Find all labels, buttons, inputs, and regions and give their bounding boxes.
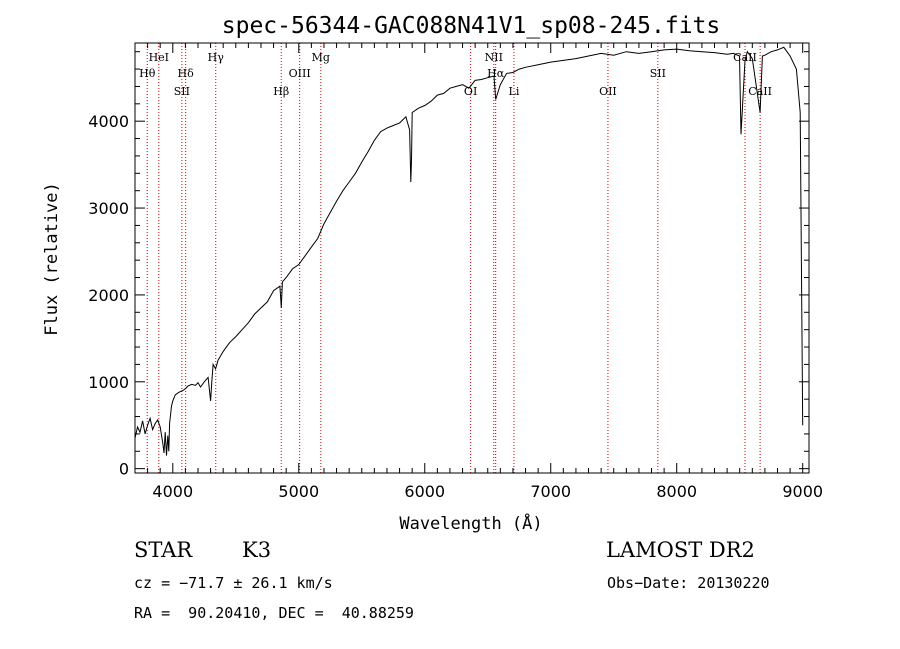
object-class: STAR	[134, 538, 193, 562]
y-tick-label: 4000	[88, 112, 129, 131]
object-subclass: K3	[242, 538, 272, 562]
spectral-line-label: OI	[464, 85, 477, 98]
coordinates-text: RA = 90.20410, DEC = 40.88259	[134, 604, 414, 622]
spectral-line-label: SII	[650, 67, 666, 80]
spectral-line-label: Hθ	[139, 67, 156, 80]
spectral-line-label: Hβ	[273, 85, 289, 98]
spectral-line-label: CaII	[733, 51, 757, 64]
y-axis-label: Flux (relative)	[42, 182, 62, 336]
observation-date: Obs−Date: 20130220	[607, 574, 770, 592]
x-tick-label: 6000	[404, 482, 445, 501]
x-tick-label: 7000	[530, 482, 571, 501]
x-tick-label: 8000	[656, 482, 697, 501]
spectrum-line	[134, 46, 804, 456]
x-tick-label: 5000	[278, 482, 319, 501]
spectral-line-label: HeI	[149, 51, 169, 64]
y-tick-label: 2000	[88, 286, 129, 305]
spectral-line-label: Mg	[312, 51, 330, 64]
spectral-line-label: Li	[509, 85, 520, 98]
spectral-line-label: OIII	[289, 67, 311, 80]
x-axis-label: Wavelength (Å)	[399, 512, 542, 534]
x-tick-label: 4000	[152, 482, 193, 501]
spectral-line-label: NII	[485, 51, 503, 64]
y-tick-label: 1000	[88, 373, 129, 392]
spectral-line-label: Hα	[487, 67, 505, 80]
spectral-line-label: SII	[174, 85, 190, 98]
plot-frame	[134, 42, 810, 474]
y-tick-label: 0	[119, 460, 129, 479]
spectral-line-label: Hδ	[178, 67, 195, 80]
spectral-line-label: CaII	[748, 85, 772, 98]
survey-name: LAMOST DR2	[606, 538, 755, 562]
spectral-line-label: OII	[599, 85, 617, 98]
spectral-line-label: Hγ	[208, 51, 225, 64]
y-tick-label: 3000	[88, 199, 129, 218]
redshift-text: cz = −71.7 ± 26.1 km/s	[134, 574, 333, 592]
chart-title: spec-56344-GAC088N41V1_sp08-245.fits	[222, 13, 721, 39]
x-tick-label: 9000	[782, 482, 823, 501]
axis-ticks-layer: 4000 5000 6000 7000 8000 9000 0 1000 2000 3000 400…	[88, 43, 823, 501]
